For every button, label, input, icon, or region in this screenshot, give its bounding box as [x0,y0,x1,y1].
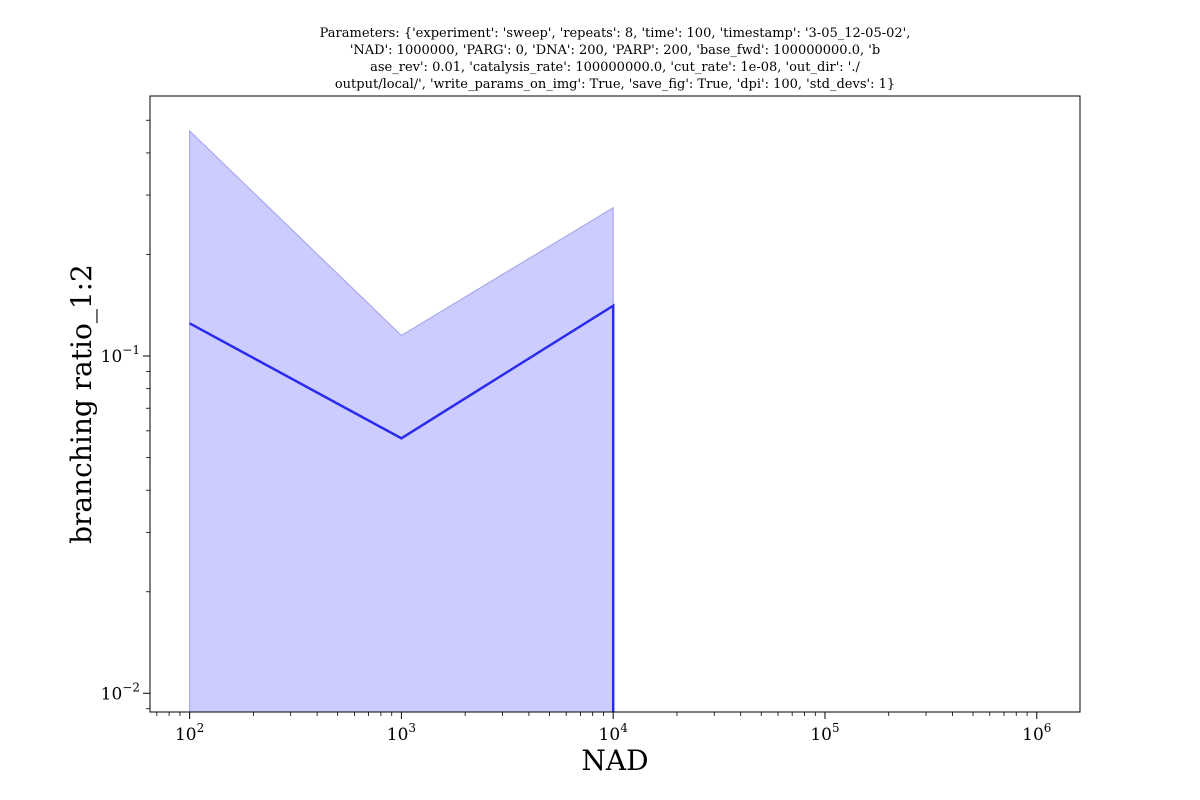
x-axis-label: NAD [581,744,648,777]
title-line: Parameters: {'experiment': 'sweep', 'rep… [320,26,911,41]
y-axis-ticks: 10−2 10−1 [101,119,150,710]
plot-area [189,129,615,712]
y-axis-label: branching ratio_1:2 [65,264,98,544]
title-line: ase_rev': 0.01, 'catalysis_rate': 100000… [370,60,860,75]
chart-title: Parameters: {'experiment': 'sweep', 'rep… [320,26,911,92]
confidence-band [189,129,614,712]
title-line: 'NAD': 1000000, 'PARG': 0, 'DNA': 200, '… [350,43,880,58]
axes-frame [149,95,1081,713]
x-tick-label: 105 [810,721,839,745]
series-line [189,303,615,712]
y-tick-label: 10−1 [101,343,140,367]
x-tick-label: 103 [387,721,416,745]
x-tick-label: 104 [599,721,629,745]
x-axis-ticks: 102 103 104 105 106 [156,712,1051,745]
title-line: output/local/', 'write_params_on_img': T… [335,77,895,92]
x-tick-label: 106 [1022,721,1051,745]
x-tick-label: 102 [175,721,204,745]
y-tick-label: 10−2 [101,680,140,704]
